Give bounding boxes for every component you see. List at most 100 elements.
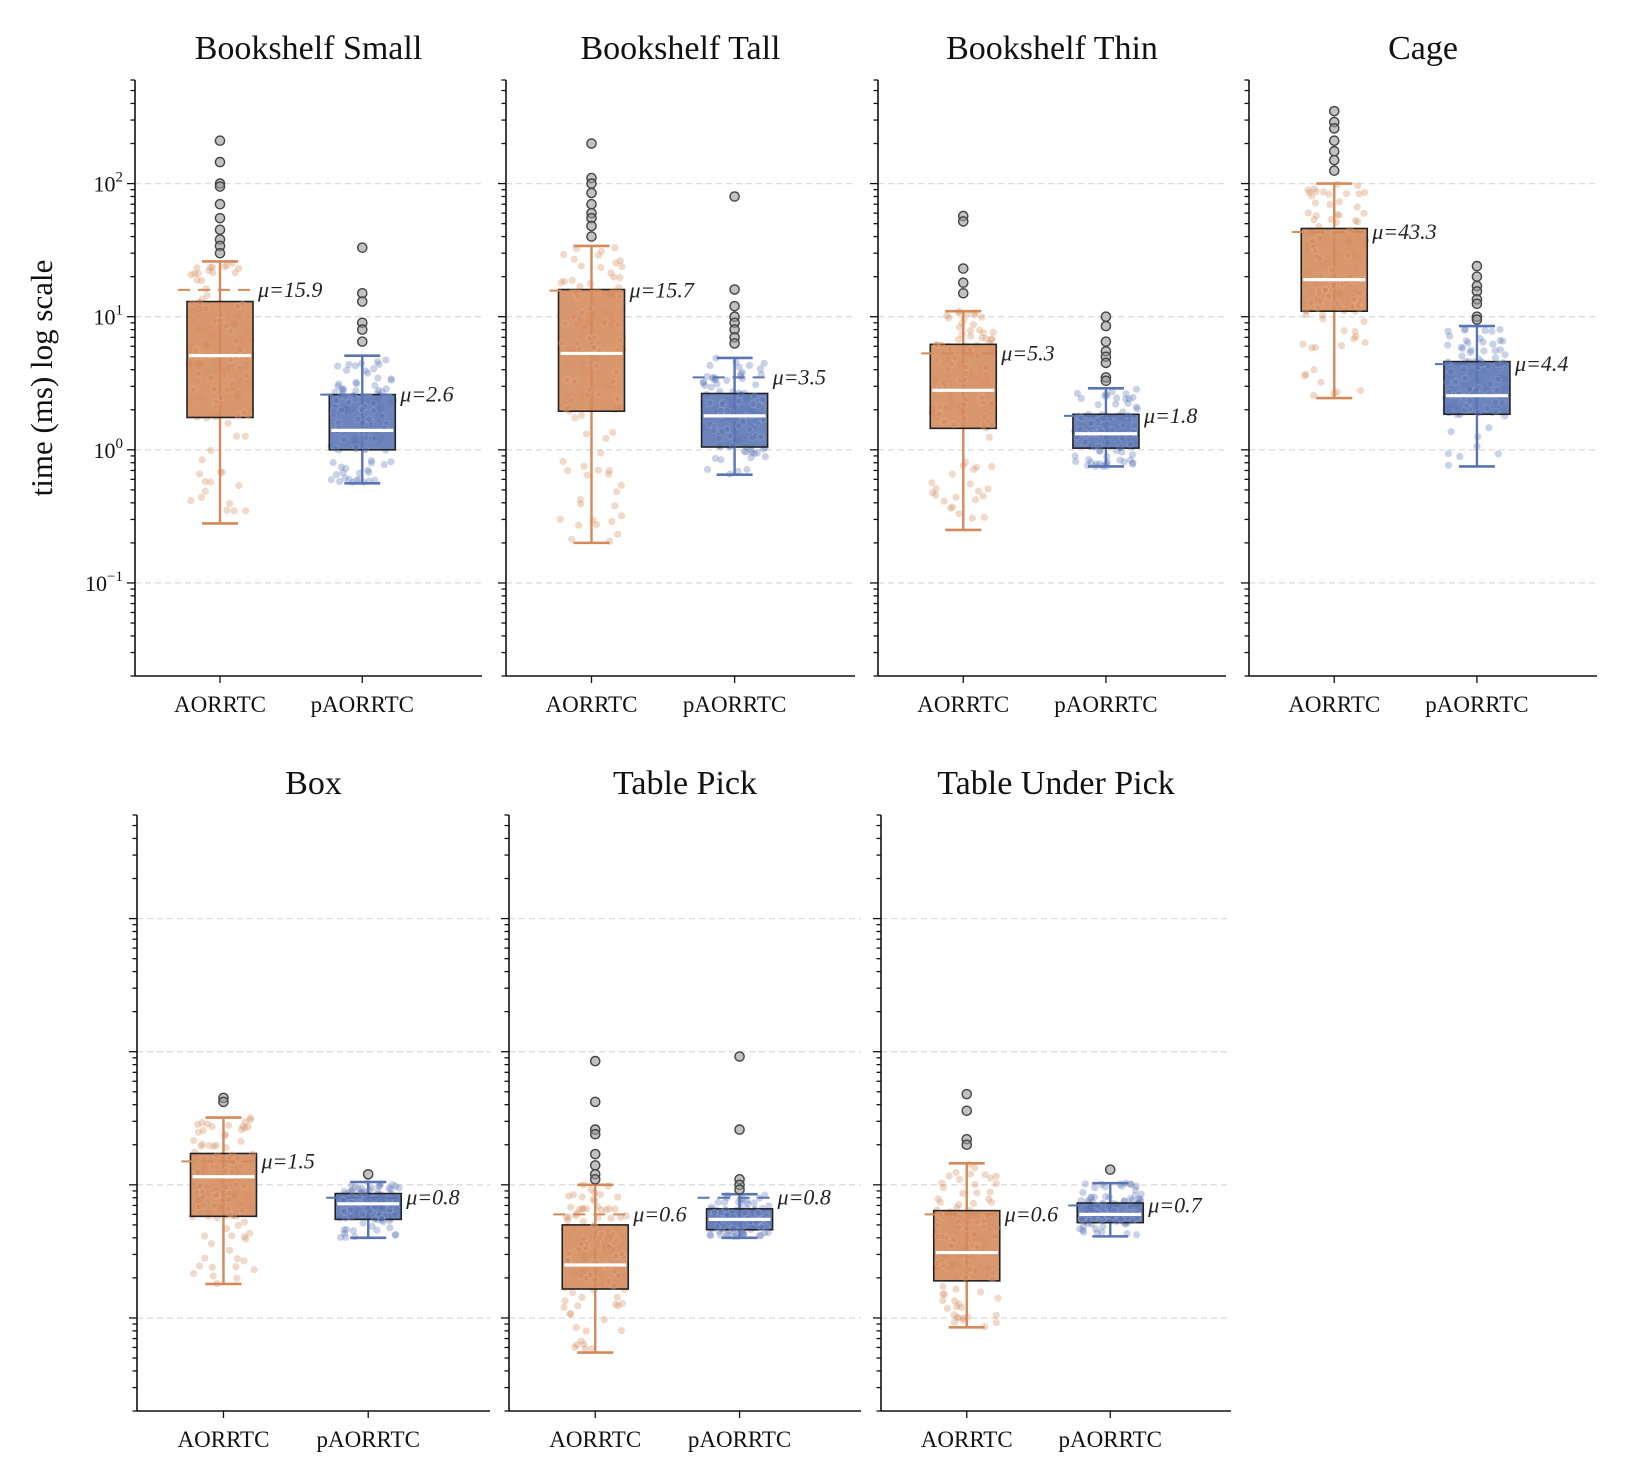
jitter-point xyxy=(595,390,603,398)
jitter-point xyxy=(1327,215,1335,223)
jitter-point xyxy=(734,467,742,476)
jitter-point xyxy=(721,1205,730,1214)
jitter-point xyxy=(237,1137,245,1145)
jitter-point xyxy=(370,1215,379,1224)
jitter-point xyxy=(1316,234,1324,242)
jitter-point xyxy=(565,1213,573,1221)
box-paorrtc: μ=0.8 xyxy=(326,1168,460,1241)
jitter-point xyxy=(938,1212,947,1221)
y-tick-label: 100 xyxy=(94,436,124,463)
jitter-point xyxy=(337,406,346,414)
jitter-point xyxy=(334,362,342,370)
jitter-point xyxy=(943,1263,951,1272)
outlier-point xyxy=(1100,375,1112,387)
jitter-point xyxy=(561,1297,569,1305)
jitter-point xyxy=(607,1214,615,1222)
jitter-point xyxy=(1092,1225,1100,1233)
jitter-point xyxy=(975,326,984,334)
outlier-point xyxy=(214,198,226,210)
jitter-point xyxy=(1087,458,1095,467)
jitter-point xyxy=(375,360,383,368)
panel-bookshelf-small: Bookshelf Small 102 101 100 10−1 μ=15.9 AORRTC… xyxy=(85,30,482,717)
jitter-point xyxy=(1127,1180,1136,1189)
jitter-point xyxy=(569,313,578,321)
jitter-point xyxy=(935,410,943,418)
jitter-point xyxy=(203,1183,211,1191)
jitter-point xyxy=(576,283,584,291)
jitter-point xyxy=(1496,336,1504,345)
jitter-point xyxy=(713,380,721,388)
y-tick-label: 102 xyxy=(94,170,124,197)
jitter-point xyxy=(1137,1190,1145,1198)
jitter-point xyxy=(579,1218,587,1226)
jitter-point xyxy=(558,339,566,347)
jitter-point xyxy=(614,396,622,404)
iqr-box xyxy=(1072,413,1140,449)
jitter-point xyxy=(197,277,206,285)
iqr-box xyxy=(186,300,254,419)
jitter-point xyxy=(331,444,340,453)
jitter-point xyxy=(563,375,571,384)
outlier-point xyxy=(961,1105,973,1117)
jitter-point xyxy=(1099,1223,1107,1231)
jitter-point xyxy=(589,1222,598,1231)
jitter-point xyxy=(244,411,252,419)
jitter-point xyxy=(386,1205,394,1214)
jitter-point xyxy=(573,339,582,348)
jitter-point xyxy=(947,504,955,512)
jitter-point xyxy=(212,1141,220,1149)
jitter-point xyxy=(570,377,579,386)
jitter-point xyxy=(1319,311,1327,319)
jitter-point xyxy=(223,262,231,270)
jitter-point xyxy=(1350,295,1359,304)
jitter-point xyxy=(710,426,718,435)
jitter-point xyxy=(189,1136,198,1145)
jitter-point xyxy=(1491,398,1500,406)
jitter-point xyxy=(706,361,714,370)
jitter-point xyxy=(354,1184,362,1193)
outlier-point xyxy=(1328,135,1340,146)
jitter-point xyxy=(962,369,970,378)
jitter-point xyxy=(240,1233,249,1241)
jitter-point xyxy=(966,480,974,488)
jitter-point xyxy=(382,356,390,364)
jitter-point xyxy=(221,1167,230,1175)
x-tick-label: pAORRTC xyxy=(317,1427,420,1452)
jitter-point xyxy=(973,1189,981,1197)
jitter-point xyxy=(579,1205,587,1213)
jitter-point xyxy=(192,1188,201,1197)
jitter-point xyxy=(593,1238,602,1247)
x-tick-label: AORRTC xyxy=(917,692,1009,717)
jitter-point xyxy=(1345,226,1354,234)
jitter-point xyxy=(1129,459,1137,467)
jitter-point xyxy=(361,445,370,454)
jitter-point xyxy=(1462,337,1470,345)
jitter-point xyxy=(382,385,390,393)
jitter-point xyxy=(718,399,727,408)
jitter-point xyxy=(989,1269,998,1277)
jitter-point xyxy=(575,521,583,529)
jitter-point xyxy=(932,356,941,365)
iqr-box xyxy=(1443,360,1511,416)
mean-label: μ=15.9 xyxy=(257,277,322,302)
jitter-point xyxy=(608,517,616,526)
jitter-point xyxy=(939,1296,947,1305)
outlier-point xyxy=(589,1128,601,1140)
jitter-point xyxy=(1113,394,1121,402)
jitter-point xyxy=(582,1239,591,1248)
outlier-point xyxy=(1471,298,1483,310)
jitter-point xyxy=(986,1188,994,1196)
jitter-point xyxy=(1096,447,1104,455)
jitter-point xyxy=(235,363,244,372)
jitter-point xyxy=(395,1184,403,1192)
jitter-point xyxy=(723,1230,731,1238)
jitter-point xyxy=(358,1185,366,1193)
jitter-point xyxy=(748,449,756,457)
outlier-point xyxy=(214,181,226,192)
jitter-point xyxy=(988,420,996,429)
jitter-point xyxy=(955,1314,963,1322)
jitter-point xyxy=(977,398,986,406)
box-aorrtc: μ=5.3 xyxy=(921,210,1055,532)
jitter-point xyxy=(1073,389,1082,398)
jitter-point xyxy=(1128,1216,1137,1225)
